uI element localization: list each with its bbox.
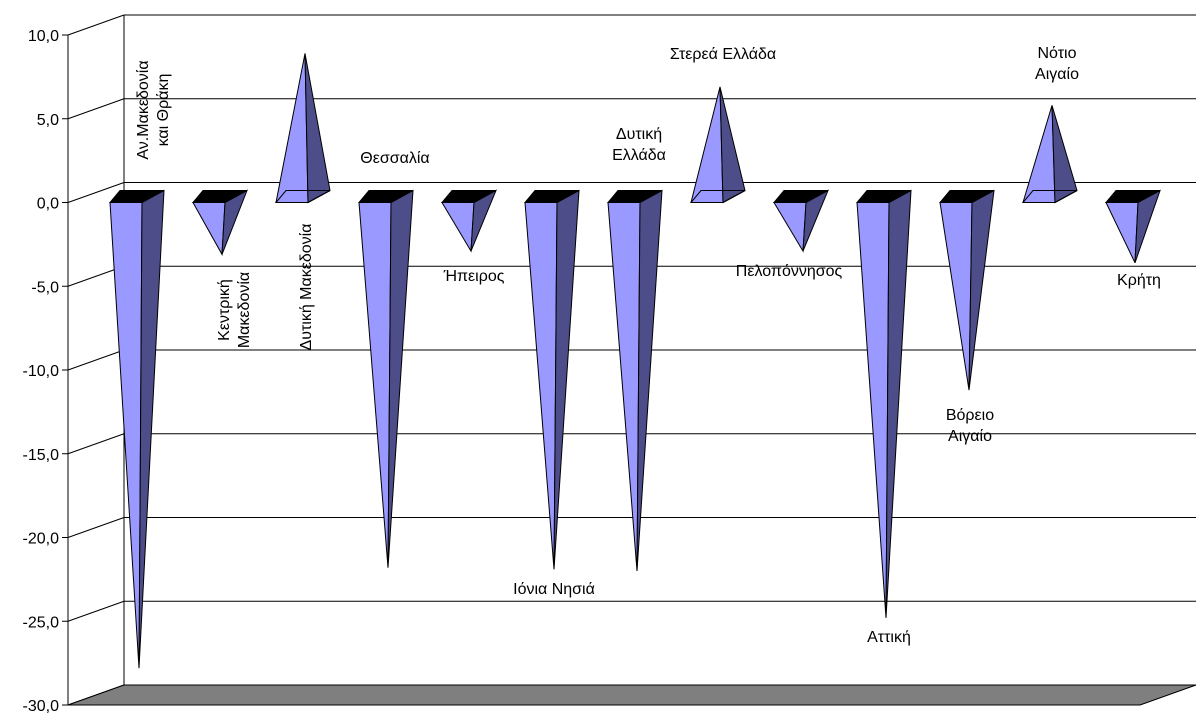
bar xyxy=(108,189,165,669)
category-label: Βόρειο Αιγαίο xyxy=(946,407,994,445)
bar xyxy=(274,53,331,204)
bar xyxy=(440,189,498,253)
bar-front-face xyxy=(358,202,392,568)
bar-side-face xyxy=(387,189,414,568)
y-tick-label: -20,0 xyxy=(23,531,60,548)
bar-side-face xyxy=(304,53,331,204)
bar xyxy=(855,189,912,618)
bar-front-face xyxy=(441,202,475,253)
gridline-side xyxy=(67,182,125,203)
y-tick-label: -10,0 xyxy=(23,363,60,380)
bar-base-outline xyxy=(274,190,331,203)
bar-side-face xyxy=(802,189,830,252)
bar-side-face xyxy=(1051,105,1078,204)
bar-side-face xyxy=(1134,189,1161,263)
category-label: Δυτική Μακεδονία xyxy=(298,224,315,351)
bar-front-face xyxy=(1105,202,1139,264)
gridline-side xyxy=(67,98,125,120)
bar-front-face xyxy=(192,202,226,257)
bar-front-face xyxy=(690,86,724,203)
bar-front-face xyxy=(773,202,807,253)
chart-floor-plane xyxy=(67,684,1197,706)
y-tick-label: -5,0 xyxy=(31,279,59,296)
bar xyxy=(938,189,995,391)
bar-side-face xyxy=(885,189,912,618)
category-label: Αττική xyxy=(867,629,911,646)
category-label: Κεντρική Μακεδονία xyxy=(216,272,253,348)
gridline-side xyxy=(67,349,125,371)
bar-front-face xyxy=(1022,105,1056,203)
category-label: Κρήτη xyxy=(1117,272,1161,289)
bar xyxy=(191,189,248,257)
bar xyxy=(357,189,414,568)
bar-front-face xyxy=(856,202,890,618)
bar xyxy=(772,189,830,253)
bar-side-face xyxy=(553,189,580,570)
gridline-side xyxy=(67,517,125,538)
gridline-side xyxy=(67,14,125,36)
bar xyxy=(606,189,663,572)
category-label: Δυτική Ελλάδα xyxy=(612,126,666,164)
y-tick-label: 10,0 xyxy=(28,28,59,45)
bar xyxy=(523,189,580,570)
gridline-side xyxy=(67,600,125,622)
category-label: Ιόνια Νησιά xyxy=(513,581,595,598)
bar-front-face xyxy=(607,202,641,572)
bar-side-face xyxy=(138,189,165,669)
category-label: Στερεά Ελλάδα xyxy=(670,46,776,63)
bar xyxy=(1021,105,1078,204)
bar-side-face xyxy=(968,189,995,391)
bar-base-outline xyxy=(689,190,746,203)
bar-side-face xyxy=(636,189,663,572)
bar-front-face xyxy=(524,202,558,570)
bars xyxy=(108,53,1161,669)
bar xyxy=(689,86,746,204)
category-label: Νότιο Αιγαίο xyxy=(1035,45,1079,83)
gridline-side xyxy=(67,433,125,455)
chart-floor xyxy=(67,684,1197,706)
category-label: Ήπειρος xyxy=(443,268,505,285)
y-tick-label: -25,0 xyxy=(23,614,60,631)
bar-side-face xyxy=(719,86,746,204)
category-label: Θεσσαλία xyxy=(360,150,429,167)
bar-front-face xyxy=(109,202,143,669)
y-tick-label: 0,0 xyxy=(37,196,59,213)
y-tick-label: -30,0 xyxy=(23,698,60,714)
bar-base-outline xyxy=(1021,190,1078,203)
bar-front-face xyxy=(275,53,309,203)
category-label: Αν.Μακεδονία και Θράκη xyxy=(135,60,172,159)
bar xyxy=(1104,189,1161,264)
y-axis: 10,0 5,0 0,0 -5,0 -10,0 -15,0 -20,0 -25,0 -30,0 xyxy=(23,28,69,714)
bar-front-face xyxy=(939,202,973,391)
y-tick-label: 5,0 xyxy=(37,112,59,129)
bar-side-face xyxy=(470,189,498,252)
y-tick-label: -15,0 xyxy=(23,447,60,464)
bar-side-face xyxy=(221,189,248,255)
category-labels: Αν.Μακεδονία και Θράκη Κεντρική Μακεδονία Δυ… xyxy=(135,45,1161,646)
category-label: Πελοπόννησος xyxy=(736,263,843,280)
